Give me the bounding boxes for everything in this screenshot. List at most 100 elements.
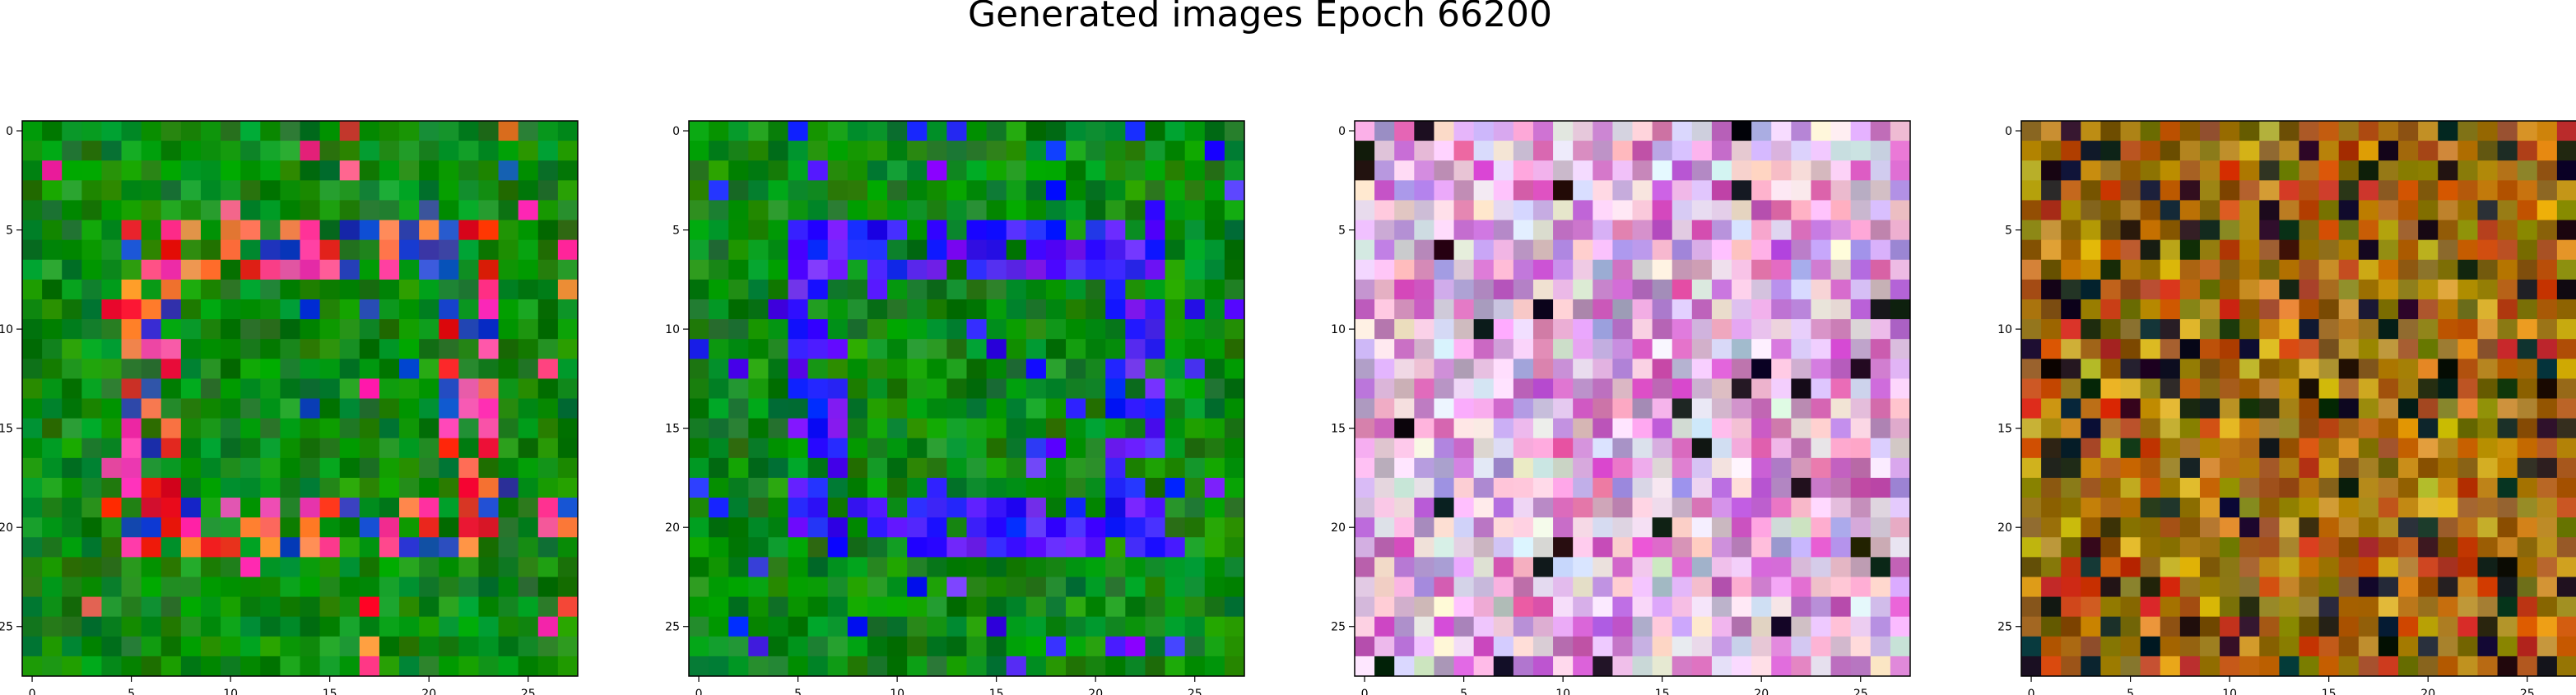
pixel-cell	[62, 121, 82, 141]
pixel-cell	[419, 239, 439, 261]
pixel-cell	[2418, 279, 2439, 300]
pixel-cell	[1374, 557, 1395, 577]
pixel-cell	[2318, 299, 2340, 320]
pixel-cell	[1414, 279, 1434, 300]
pixel-cell	[2536, 200, 2558, 221]
pixel-cell	[1573, 378, 1593, 399]
pixel-cell	[2100, 200, 2122, 221]
pixel-cell	[1771, 259, 1792, 280]
pixel-cell	[2041, 457, 2062, 479]
pixel-cell	[2081, 141, 2101, 161]
pixel-cell	[1355, 577, 1375, 598]
x-tick-label: 20	[2420, 688, 2435, 695]
pixel-cell	[1145, 656, 1166, 677]
pixel-cell	[1374, 457, 1395, 479]
pixel-cell	[887, 557, 908, 577]
pixel-cell	[1224, 616, 1245, 637]
pixel-cell	[2199, 339, 2220, 359]
pixel-cell	[1691, 319, 1713, 340]
pixel-cell	[827, 359, 849, 379]
pixel-cell	[1573, 141, 1593, 161]
pixel-cell	[788, 279, 809, 300]
pixel-cell	[42, 180, 63, 201]
pixel-cell	[2081, 200, 2101, 221]
pixel-cell	[2358, 299, 2379, 320]
pixel-cell	[2358, 517, 2379, 538]
pixel-cell	[1593, 577, 1613, 598]
pixel-cell	[2041, 517, 2062, 538]
pixel-cell	[1224, 200, 1245, 221]
pixel-cell	[1025, 438, 1047, 459]
pixel-cell	[2299, 596, 2320, 618]
pixel-cell	[240, 636, 261, 657]
pixel-cell	[557, 656, 579, 677]
pixel-cell	[2081, 279, 2101, 300]
pixel-cell	[2338, 636, 2360, 657]
pixel-cell	[748, 418, 769, 439]
pixel-cell	[2556, 279, 2576, 300]
pixel-cell	[827, 339, 849, 359]
pixel-cell	[2160, 239, 2181, 261]
pixel-cell	[887, 378, 908, 399]
pixel-cell	[788, 656, 809, 677]
pixel-cell	[2140, 517, 2161, 538]
pixel-cell	[379, 398, 400, 419]
pixel-cell	[2081, 259, 2101, 280]
pixel-cell	[1553, 656, 1574, 677]
pixel-cell	[2497, 477, 2518, 498]
pixel-cell	[1434, 359, 1455, 379]
pixel-cell	[221, 279, 241, 300]
pixel-cell	[847, 616, 868, 637]
pixel-cell	[419, 200, 439, 221]
pixel-cell	[2220, 339, 2240, 359]
pixel-cell	[1652, 299, 1673, 320]
pixel-cell	[1890, 200, 1911, 221]
pixel-cell	[2061, 596, 2081, 618]
pixel-cell	[1006, 517, 1027, 538]
pixel-cell	[180, 220, 202, 241]
pixel-cell	[1453, 438, 1475, 459]
pixel-cell	[2398, 596, 2419, 618]
pixel-cell	[1791, 537, 1811, 558]
pixel-cell	[1045, 616, 1067, 637]
pixel-cell	[319, 457, 341, 479]
pixel-cell	[2318, 220, 2340, 241]
pixel-cell	[1006, 557, 1027, 577]
pixel-cell	[2556, 339, 2576, 359]
pixel-cell	[1771, 141, 1792, 161]
pixel-cell	[1870, 418, 1891, 439]
pixel-cell	[1125, 398, 1146, 419]
pixel-cell	[1791, 141, 1811, 161]
pixel-cell	[280, 220, 300, 241]
pixel-cell	[1593, 359, 1613, 379]
pixel-cell	[1830, 517, 1852, 538]
pixel-cell	[1711, 121, 1732, 141]
pixel-cell	[2279, 121, 2299, 141]
pixel-cell	[1751, 200, 1772, 221]
pixel-cell	[807, 200, 829, 221]
pixel-cell	[498, 477, 519, 498]
pixel-cell	[1751, 160, 1772, 181]
pixel-cell	[1105, 160, 1126, 181]
pixel-cell	[907, 239, 928, 261]
pixel-cell	[1811, 636, 1832, 657]
pixel-cell	[2378, 259, 2399, 280]
pixel-cell	[1086, 279, 1106, 300]
pixel-cell	[1374, 121, 1395, 141]
pixel-cell	[2556, 577, 2576, 598]
pixel-cell	[827, 121, 849, 141]
x-tick-label: 15	[2322, 688, 2337, 695]
pixel-cell	[180, 418, 202, 439]
pixel-cell	[907, 220, 928, 241]
pixel-cell	[1553, 239, 1574, 261]
pixel-cell	[2358, 259, 2379, 280]
pixel-cell	[986, 477, 1007, 498]
pixel-cell	[2438, 537, 2458, 558]
pixel-cell	[1493, 319, 1514, 340]
pixel-cell	[1573, 557, 1593, 577]
pixel-cell	[927, 398, 947, 419]
pixel-cell	[1870, 457, 1891, 479]
pixel-cell	[1890, 398, 1911, 419]
pixel-cell	[1493, 378, 1514, 399]
pixel-cell	[1672, 160, 1693, 181]
